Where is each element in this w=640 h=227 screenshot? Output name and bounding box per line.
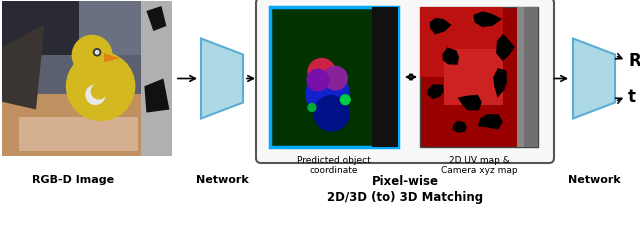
Bar xyxy=(524,8,538,147)
Polygon shape xyxy=(573,39,615,119)
Bar xyxy=(270,8,398,147)
Bar xyxy=(2,2,79,56)
FancyBboxPatch shape xyxy=(256,0,554,163)
Circle shape xyxy=(340,95,350,105)
Polygon shape xyxy=(104,54,120,63)
Text: 2D UV map &
Camera xyz map: 2D UV map & Camera xyz map xyxy=(441,155,517,175)
Polygon shape xyxy=(442,48,459,65)
Text: Network: Network xyxy=(196,174,248,184)
Circle shape xyxy=(314,96,349,131)
Bar xyxy=(420,8,502,78)
Bar xyxy=(79,2,172,56)
Polygon shape xyxy=(147,7,166,32)
Text: R: R xyxy=(628,52,640,70)
Bar xyxy=(372,8,398,147)
Text: Network: Network xyxy=(568,174,620,184)
Polygon shape xyxy=(145,79,170,113)
Bar xyxy=(420,8,538,147)
Circle shape xyxy=(324,67,347,91)
Polygon shape xyxy=(428,85,444,100)
Polygon shape xyxy=(2,25,45,110)
Polygon shape xyxy=(496,35,515,62)
Polygon shape xyxy=(452,121,467,133)
Polygon shape xyxy=(430,19,451,35)
Polygon shape xyxy=(474,12,502,28)
Polygon shape xyxy=(458,95,482,111)
Bar xyxy=(2,95,172,156)
Circle shape xyxy=(308,59,335,86)
Text: Pixel-wise
2D/3D (to) 3D Matching: Pixel-wise 2D/3D (to) 3D Matching xyxy=(327,174,483,203)
Bar xyxy=(444,50,502,106)
Text: Predicted object
coordinate: Predicted object coordinate xyxy=(297,155,371,175)
Text: t: t xyxy=(628,88,636,106)
Circle shape xyxy=(86,86,105,105)
Circle shape xyxy=(308,104,316,112)
Circle shape xyxy=(95,51,99,55)
Circle shape xyxy=(72,36,112,76)
Circle shape xyxy=(306,73,349,116)
Bar xyxy=(19,118,138,152)
Bar xyxy=(2,2,172,156)
Bar xyxy=(516,8,538,147)
Polygon shape xyxy=(493,69,507,98)
Bar xyxy=(141,2,172,156)
Circle shape xyxy=(92,84,106,99)
Polygon shape xyxy=(478,115,503,130)
Circle shape xyxy=(67,53,134,121)
Text: RGB-D Image: RGB-D Image xyxy=(33,174,115,184)
Circle shape xyxy=(93,49,100,57)
Circle shape xyxy=(307,70,328,91)
Polygon shape xyxy=(201,39,243,119)
